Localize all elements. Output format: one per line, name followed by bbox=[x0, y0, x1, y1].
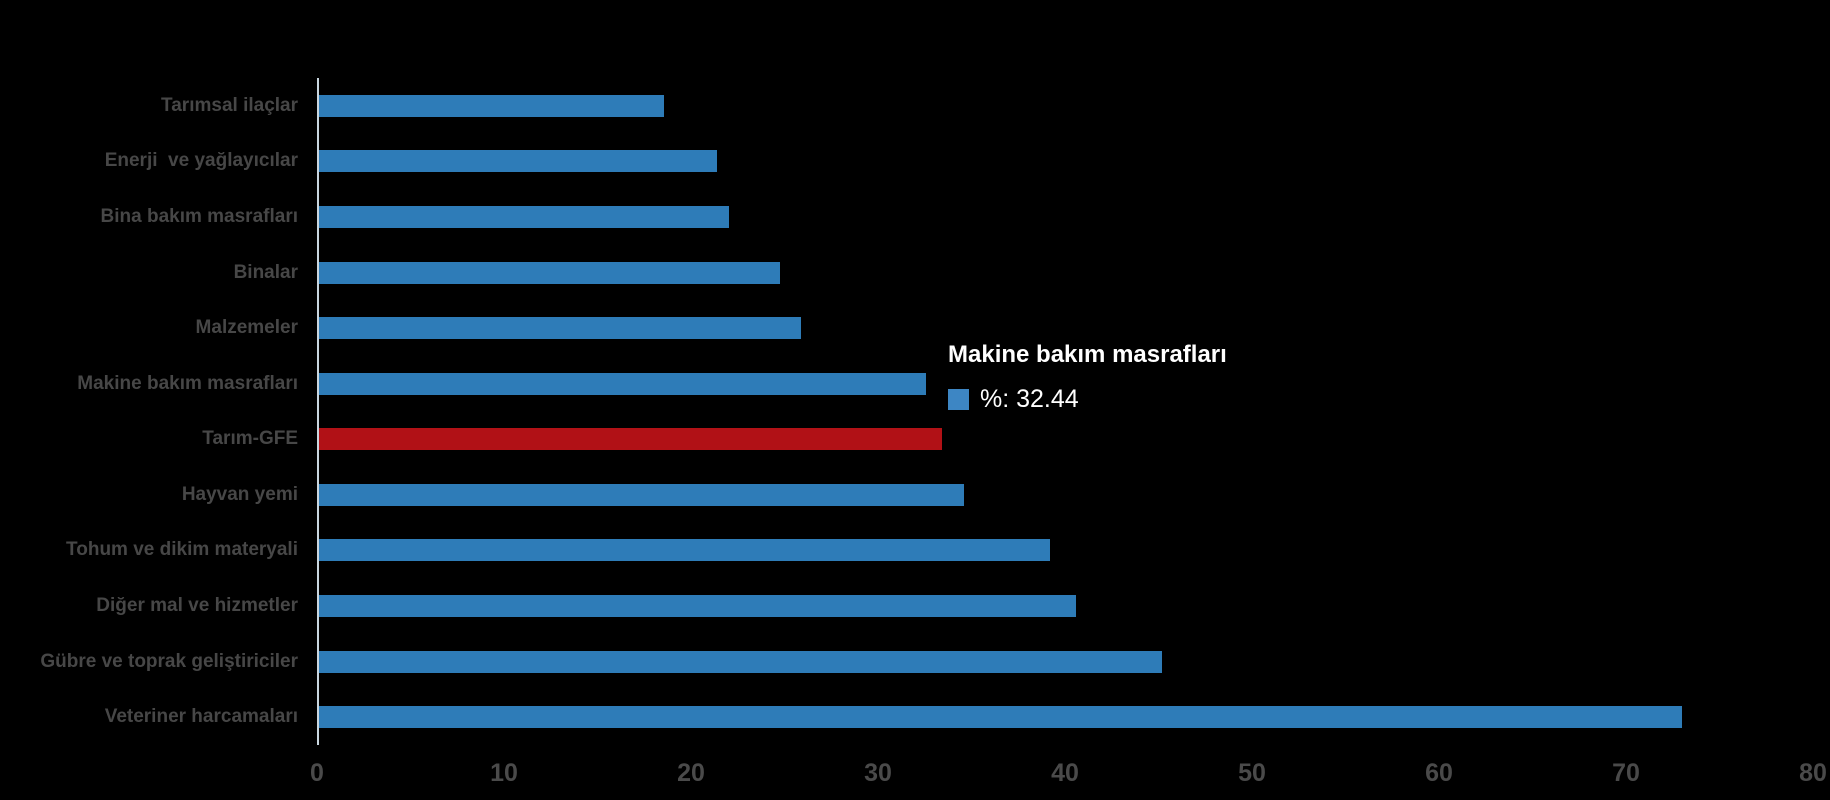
bar-row-12[interactable] bbox=[319, 706, 1683, 729]
bar-row-11[interactable] bbox=[319, 650, 1163, 673]
tooltip-title: Makine bakım masrafları bbox=[948, 341, 1227, 368]
bar-row-4[interactable] bbox=[319, 261, 780, 284]
bar-row-3[interactable] bbox=[319, 205, 729, 228]
x-tick-label: 30 bbox=[864, 759, 892, 787]
tooltip-series-marker-icon bbox=[948, 388, 969, 410]
bar-row-6[interactable] bbox=[319, 372, 926, 395]
category-label: Tarımsal ilaçlar bbox=[161, 94, 298, 116]
x-tick-label: 60 bbox=[1425, 759, 1453, 787]
category-label: Makine bakım masrafları bbox=[77, 372, 298, 394]
category-label: Malzemeler bbox=[195, 317, 298, 339]
category-label: Enerji ve yağlayıcılar bbox=[104, 150, 298, 172]
category-label: Veteriner harcamaları bbox=[104, 706, 298, 728]
x-tick-label: 0 bbox=[310, 759, 324, 787]
bar-row-1[interactable] bbox=[319, 94, 664, 117]
bar-tarim-gfe-highlight[interactable] bbox=[319, 428, 942, 451]
category-label: Hayvan yemi bbox=[181, 483, 298, 505]
category-label: Binalar bbox=[233, 261, 298, 283]
x-tick-label: 50 bbox=[1238, 759, 1266, 787]
x-tick-label: 70 bbox=[1612, 759, 1640, 787]
y-axis-line bbox=[317, 78, 319, 745]
category-label: Tarım-GFE bbox=[202, 428, 298, 450]
x-tick-label: 40 bbox=[1051, 759, 1079, 787]
bar-row-9[interactable] bbox=[319, 539, 1051, 562]
category-label: Diğer mal ve hizmetler bbox=[96, 595, 298, 617]
x-tick-label: 20 bbox=[677, 759, 705, 787]
bar-row-5[interactable] bbox=[319, 317, 802, 340]
category-label: Bina bakım masrafları bbox=[100, 205, 298, 227]
category-label: Tohum ve dikim materyali bbox=[66, 539, 298, 561]
bar-row-10[interactable] bbox=[319, 595, 1077, 618]
tooltip-series-row: %: 32.44 bbox=[948, 385, 1227, 413]
category-label: Gübre ve toprak geliştiriciler bbox=[40, 650, 298, 672]
x-tick-label: 80 bbox=[1799, 759, 1827, 787]
tooltip-value: %: 32.44 bbox=[980, 385, 1079, 413]
tooltip: Makine bakım masrafları %: 32.44 bbox=[948, 341, 1227, 413]
x-tick-label: 10 bbox=[490, 759, 518, 787]
bar-row-2[interactable] bbox=[319, 150, 718, 173]
bar-row-8[interactable] bbox=[319, 483, 965, 506]
